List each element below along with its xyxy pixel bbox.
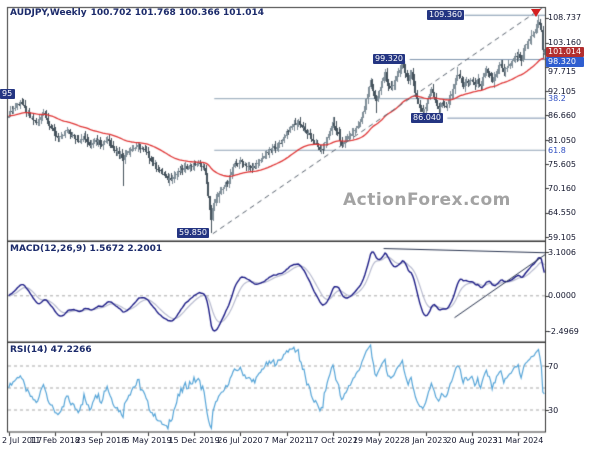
fib-618-label: 61.8 xyxy=(548,146,566,155)
price-axis-label: 92.105 xyxy=(548,87,576,96)
x-axis-label: 11 Feb 2018 xyxy=(30,436,80,445)
x-axis-label: 31 Mar 2024 xyxy=(492,436,544,445)
x-axis-label: 20 Aug 2023 xyxy=(446,436,498,445)
rsi-axis-label: 30 xyxy=(548,406,559,415)
price-axis-label: 70.160 xyxy=(548,184,576,193)
price-axis-label: 59.105 xyxy=(548,233,576,242)
x-axis-label: 8 Jan 2023 xyxy=(404,436,448,445)
watermark: ActionForex.com xyxy=(343,190,511,210)
swing-high-label-109360: 109.360 xyxy=(427,10,465,20)
x-axis-label: 17 Oct 2021 xyxy=(308,436,358,445)
price-axis-label: 97.715 xyxy=(548,67,576,76)
swing-low-label-86040: 86.040 xyxy=(411,113,443,123)
x-axis-label: 29 May 2022 xyxy=(352,436,406,445)
price-axis-label: 81.050 xyxy=(548,136,576,145)
rsi-label: RSI(14) 47.2266 xyxy=(10,345,92,355)
x-axis-label: 5 May 2019 xyxy=(124,436,172,445)
macd-axis-label: 0.0000 xyxy=(548,291,576,300)
macd-axis-label: -2.4969 xyxy=(548,327,579,336)
price-axis-label: 103.160 xyxy=(548,38,582,47)
macd-axis-label: 3.1006 xyxy=(548,248,576,257)
x-axis-label: 23 Sep 2018 xyxy=(75,436,127,445)
x-axis-label: 2 Jul 2017 xyxy=(2,436,43,445)
price-axis-label: 86.660 xyxy=(548,111,576,120)
rsi-axis-label: 70 xyxy=(548,362,559,371)
left-edge-price-label: 95 xyxy=(0,89,15,99)
price-axis-label: 75.605 xyxy=(548,160,576,169)
price-axis-label: 64.550 xyxy=(548,208,576,217)
macd-label: MACD(12,26,9) 1.5672 2.2001 xyxy=(10,244,163,254)
chart-title: AUDJPY,Weekly 100.702 101.768 100.366 101… xyxy=(10,8,268,18)
peak-marker-triangle-icon xyxy=(531,9,541,17)
x-axis-label: 7 Mar 2021 xyxy=(264,436,310,445)
ohlc-values: 100.702 101.768 100.366 101.014 xyxy=(90,8,264,18)
x-axis-label: 15 Dec 2019 xyxy=(168,436,220,445)
x-axis-label: 26 Jul 2020 xyxy=(217,436,263,445)
fib-382-label: 38.2 xyxy=(548,94,566,103)
ema-value-box: 98.320 xyxy=(546,57,584,67)
swing-high-label-99320: 99.320 xyxy=(373,54,405,64)
price-axis-label: 108.737 xyxy=(548,13,582,22)
swing-low-label-59850: 59.850 xyxy=(177,228,209,238)
current-price-box: 101.014 xyxy=(546,47,584,57)
symbol-timeframe: AUDJPY,Weekly xyxy=(10,8,87,18)
